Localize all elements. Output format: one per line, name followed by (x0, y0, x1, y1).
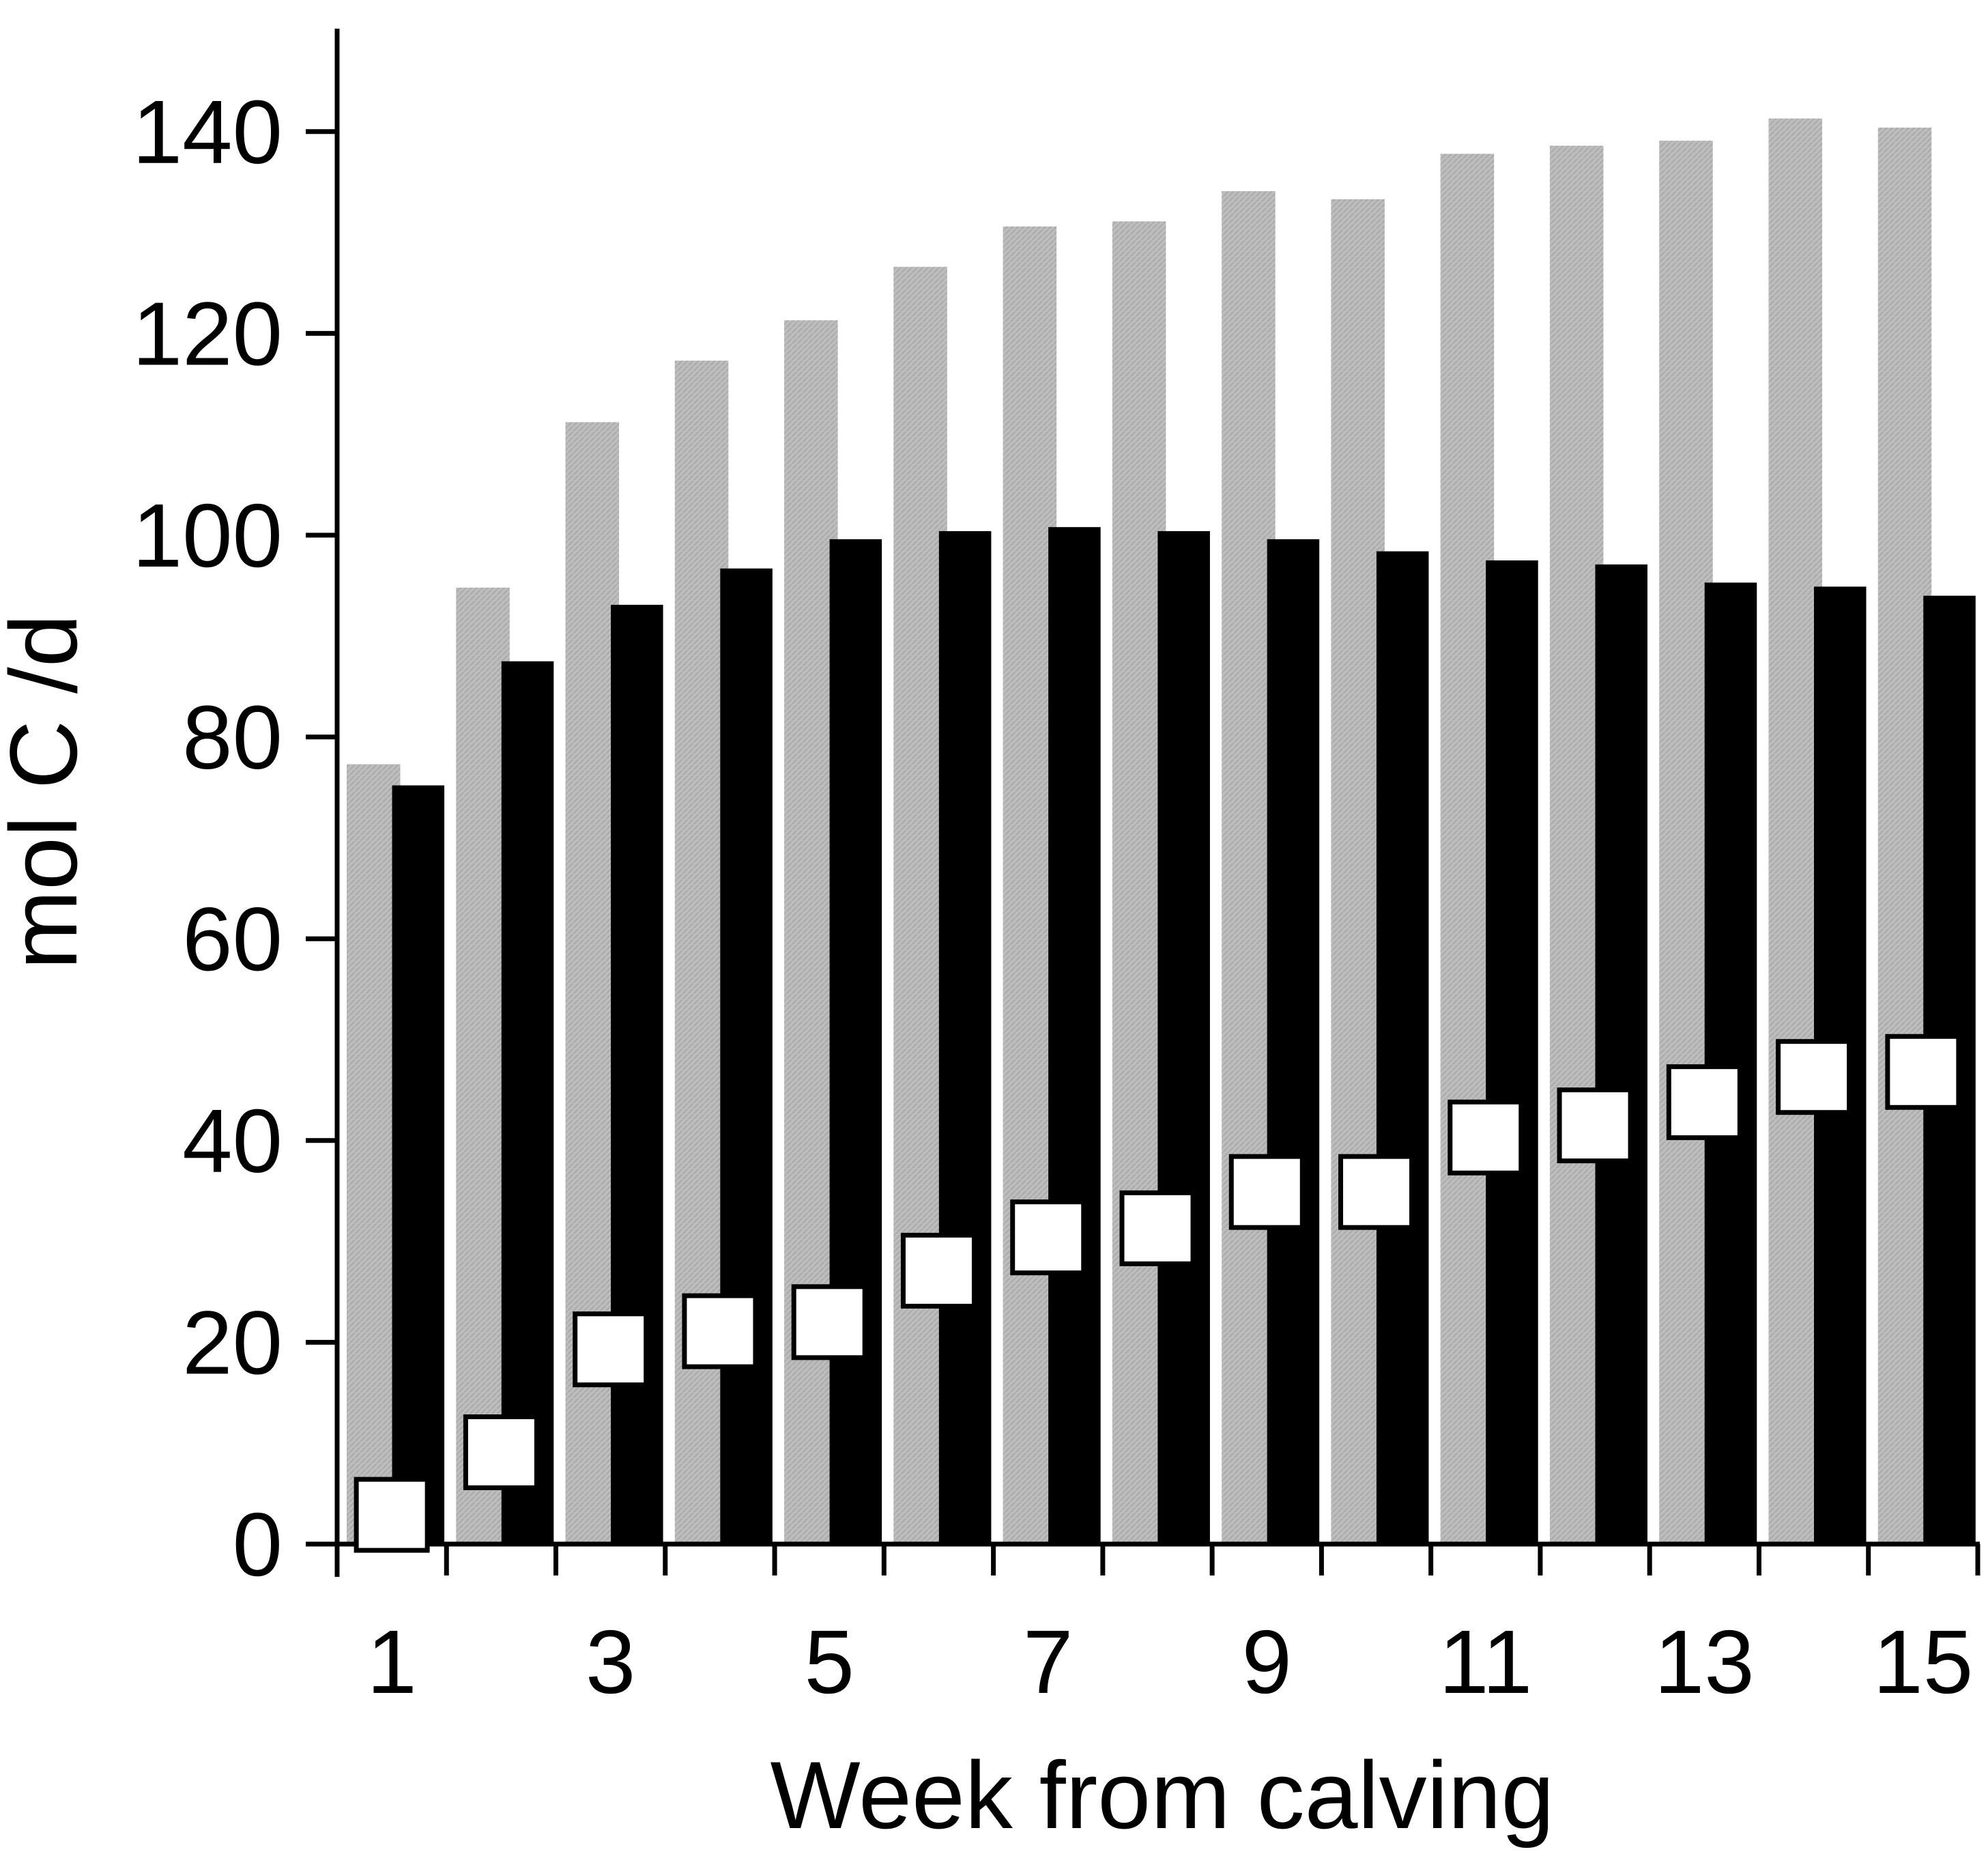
gray-bar-week-13 (1659, 141, 1713, 1544)
y-tick-label-100: 100 (132, 485, 283, 586)
square-marker-week-1 (354, 1477, 430, 1553)
x-tick-label-15: 15 (1873, 1612, 1973, 1712)
gray-bar-week-2 (456, 587, 510, 1545)
gray-bar-week-11 (1440, 154, 1495, 1544)
markers (354, 1033, 1961, 1553)
x-tick-label-1: 1 (366, 1612, 416, 1712)
x-tick-label-3: 3 (586, 1612, 635, 1712)
black-bar-week-4 (720, 568, 773, 1545)
gray-bar-week-1 (347, 764, 401, 1544)
y-tick-label-20: 20 (182, 1292, 283, 1393)
square-marker-week-12 (1557, 1087, 1633, 1164)
black-bar-week-5 (829, 539, 882, 1544)
y-tick-label-0: 0 (233, 1494, 283, 1595)
square-marker-week-10 (1338, 1154, 1415, 1230)
y-tick-label-120: 120 (132, 283, 283, 384)
gray-bar-week-6 (893, 266, 947, 1544)
square-marker-week-2 (463, 1414, 539, 1491)
x-tick-label-13: 13 (1654, 1612, 1755, 1712)
y-tick-label-60: 60 (182, 889, 283, 989)
black-bar-week-6 (938, 531, 992, 1544)
square-marker-week-14 (1776, 1039, 1852, 1115)
black-bar-week-13 (1704, 582, 1757, 1544)
black-bar-week-1 (392, 785, 445, 1544)
square-marker-week-9 (1228, 1154, 1305, 1230)
square-marker-week-13 (1666, 1064, 1742, 1141)
black-bar-week-8 (1157, 531, 1210, 1544)
labels: Week from calving mol C /d 0 20 40 60 80 100 1… (0, 82, 1973, 1849)
gray-bar-week-7 (1003, 226, 1057, 1545)
x-tick-label-9: 9 (1242, 1612, 1292, 1712)
x-tick-label-5: 5 (804, 1612, 854, 1712)
black-bar-week-12 (1595, 564, 1647, 1544)
gray-bar-week-8 (1112, 221, 1166, 1544)
square-marker-week-3 (573, 1311, 649, 1388)
square-marker-week-8 (1119, 1190, 1196, 1266)
black-bar-week-11 (1486, 560, 1538, 1545)
x-tick-label-7: 7 (1023, 1612, 1073, 1712)
black-bar-week-2 (501, 661, 554, 1544)
y-tick-label-80: 80 (182, 687, 283, 788)
black-bar-week-7 (1048, 527, 1101, 1544)
y-axis-title: mol C /d (0, 614, 97, 969)
black-bar-week-10 (1376, 551, 1429, 1545)
square-marker-week-7 (1010, 1199, 1086, 1276)
gray-bar-week-10 (1331, 199, 1385, 1545)
square-marker-week-11 (1447, 1099, 1524, 1175)
axes (306, 29, 1980, 1577)
y-tick-label-40: 40 (182, 1091, 283, 1191)
black-bar-week-3 (611, 604, 663, 1545)
gray-bar-week-12 (1549, 145, 1604, 1545)
square-marker-week-5 (791, 1284, 867, 1360)
x-axis-title: Week from calving (770, 1741, 1555, 1849)
square-marker-week-15 (1885, 1033, 1961, 1110)
gray-bar-week-15 (1877, 127, 1932, 1545)
x-tick-label-11: 11 (1439, 1612, 1532, 1712)
square-marker-week-6 (900, 1232, 977, 1309)
black-bar-week-9 (1267, 539, 1320, 1544)
gray-bar-week-14 (1768, 118, 1822, 1545)
y-tick-label-140: 140 (132, 82, 283, 182)
gray-bar-week-9 (1222, 191, 1276, 1545)
square-marker-week-4 (682, 1293, 758, 1369)
